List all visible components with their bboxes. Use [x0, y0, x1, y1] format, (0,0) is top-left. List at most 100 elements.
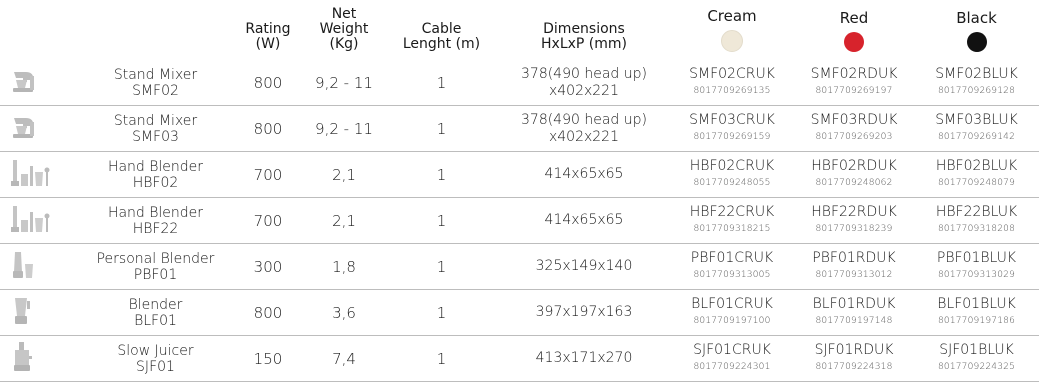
- product-name: Slow Juicer: [117, 342, 194, 359]
- hand-blender-icon: [10, 204, 54, 238]
- product-code: BLF01BLUK: [937, 296, 1016, 312]
- rating-cell: 800: [233, 289, 303, 336]
- table-row: Blender BLF01 800 3,6 1 397x197x163 BLF01CRUK 8…: [0, 289, 1039, 336]
- stand-mixer-icon: [10, 114, 38, 144]
- ean-code: 8017709313005: [693, 270, 771, 280]
- product-thumbnail: [0, 105, 78, 152]
- weight-cell: 2,1: [303, 197, 385, 244]
- product-code: HBF02BLUK: [935, 158, 1018, 174]
- product-name: Personal Blender: [96, 250, 215, 267]
- product-code: SJF01BLUK: [939, 342, 1014, 358]
- product-name-cell: Hand Blender HBF02: [78, 151, 233, 198]
- ean-code: 8017709318215: [693, 224, 771, 234]
- rating-cell: 700: [233, 151, 303, 198]
- product-code: SMF02RDUK: [810, 66, 898, 82]
- product-code: HBF22CRUK: [689, 204, 775, 220]
- product-code: SMF03BLUK: [935, 112, 1018, 128]
- product-code: PBF01CRUK: [690, 250, 774, 266]
- product-name: Blender: [128, 296, 183, 313]
- product-code-cell: SMF03BLUK 8017709269142: [914, 105, 1039, 152]
- table-row: Hand Blender HBF02 700 2,1 1 414x65x65 HBF02CR…: [0, 151, 1039, 198]
- color-label: Red: [839, 9, 869, 27]
- product-code: BLF01RDUK: [812, 296, 896, 312]
- rating-cell: 150: [233, 335, 303, 382]
- product-thumbnail: [0, 335, 78, 382]
- product-code: SMF03CRUK: [689, 112, 775, 128]
- dimensions-cell: 378(490 head up) x402x221: [498, 105, 670, 152]
- weight-cell: 9,2 - 11: [303, 60, 385, 106]
- product-code: BLF01CRUK: [691, 296, 773, 312]
- product-code: SJF01RDUK: [814, 342, 894, 358]
- ean-code: 8017709318239: [815, 224, 893, 234]
- product-model: SJF01: [136, 358, 175, 375]
- product-code-cell: SMF02BLUK 8017709269128: [914, 60, 1039, 106]
- ean-code: 8017709269135: [693, 86, 771, 96]
- model-header: [78, 0, 233, 60]
- color-label: Black: [956, 9, 997, 27]
- cable-cell: 1: [385, 60, 498, 106]
- product-code-cell: PBF01RDUK 8017709313012: [794, 243, 914, 290]
- cable-header: Cable Lenght (m): [402, 21, 481, 52]
- dimensions-cell: 413x171x270: [498, 335, 670, 382]
- ean-code: 8017709269159: [693, 132, 771, 142]
- product-code-cell: PBF01CRUK 8017709313005: [670, 243, 794, 290]
- ean-code: 8017709248079: [937, 178, 1016, 188]
- product-thumbnail: [0, 60, 78, 106]
- ean-code: 8017709313012: [815, 270, 893, 280]
- weight-cell: 9,2 - 11: [303, 105, 385, 152]
- product-model: SMF03: [132, 128, 179, 145]
- cable-cell: 1: [385, 105, 498, 152]
- product-code-cell: BLF01RDUK 8017709197148: [794, 289, 914, 336]
- ean-code: 8017709224318: [815, 362, 893, 372]
- product-code-cell: SJF01RDUK 8017709224318: [794, 335, 914, 382]
- product-thumbnail: [0, 197, 78, 244]
- ean-code: 8017709313029: [937, 270, 1016, 280]
- product-thumbnail: [0, 151, 78, 198]
- table-row: Slow Juicer SJF01 150 7,4 1 413x171x270 SJF01C…: [0, 335, 1039, 382]
- color-label: Cream: [707, 7, 757, 25]
- product-name-cell: Personal Blender PBF01: [78, 243, 233, 290]
- product-name-cell: Slow Juicer SJF01: [78, 335, 233, 382]
- product-thumbnail: [0, 289, 78, 336]
- product-name: Stand Mixer: [113, 66, 198, 83]
- table-row: Stand Mixer SMF03 800 9,2 - 11 1 378(490 head…: [0, 105, 1039, 152]
- hand-blender-icon: [10, 158, 54, 192]
- product-name-cell: Hand Blender HBF22: [78, 197, 233, 244]
- weight-cell: 7,4: [303, 335, 385, 382]
- product-code: HBF02CRUK: [689, 158, 775, 174]
- ean-code: 8017709318208: [937, 224, 1016, 234]
- dimensions-cell: 414x65x65: [498, 197, 670, 244]
- ean-code: 8017709197186: [937, 316, 1016, 326]
- product-code-cell: BLF01CRUK 8017709197100: [670, 289, 794, 336]
- thumb-header: [0, 0, 78, 60]
- product-code-cell: SMF03CRUK 8017709269159: [670, 105, 794, 152]
- color-header-black: Black: [914, 0, 1039, 60]
- dimensions-cell: 378(490 head up) x402x221: [498, 60, 670, 106]
- product-code-cell: PBF01BLUK 8017709313029: [914, 243, 1039, 290]
- product-code-cell: HBF02BLUK 8017709248079: [914, 151, 1039, 198]
- product-name: Stand Mixer: [113, 112, 198, 129]
- product-code-cell: HBF22BLUK 8017709318208: [914, 197, 1039, 244]
- color-header-cream: Cream: [670, 0, 794, 60]
- cable-cell: 1: [385, 243, 498, 290]
- product-code-cell: BLF01BLUK 8017709197186: [914, 289, 1039, 336]
- dimensions-cell: 397x197x163: [498, 289, 670, 336]
- product-code: SJF01CRUK: [693, 342, 771, 358]
- product-thumbnail: [0, 243, 78, 290]
- product-model: SMF02: [132, 82, 179, 99]
- product-model: HBF02: [132, 174, 179, 191]
- product-code-cell: HBF22CRUK 8017709318215: [670, 197, 794, 244]
- weight-cell: 3,6: [303, 289, 385, 336]
- product-code-cell: HBF02RDUK 8017709248062: [794, 151, 914, 198]
- product-code-cell: SJF01BLUK 8017709224325: [914, 335, 1039, 382]
- ean-code: 8017709269128: [937, 86, 1016, 96]
- product-name-cell: Stand Mixer SMF03: [78, 105, 233, 152]
- red-swatch-icon: [844, 32, 864, 52]
- product-code-cell: HBF22RDUK 8017709318239: [794, 197, 914, 244]
- product-name-cell: Stand Mixer SMF02: [78, 60, 233, 106]
- weight-cell: 2,1: [303, 151, 385, 198]
- product-code-cell: HBF02CRUK 8017709248055: [670, 151, 794, 198]
- product-name-cell: Blender BLF01: [78, 289, 233, 336]
- product-code-cell: SMF02CRUK 8017709269135: [670, 60, 794, 106]
